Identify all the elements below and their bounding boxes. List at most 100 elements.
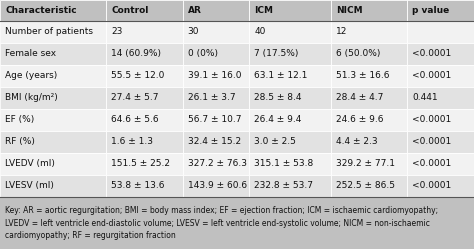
Bar bbox=[249, 87, 331, 109]
Bar bbox=[0, 109, 106, 131]
Text: Age (years): Age (years) bbox=[5, 71, 57, 80]
Bar bbox=[182, 109, 249, 131]
Bar bbox=[407, 109, 474, 131]
Bar bbox=[331, 0, 407, 21]
Bar bbox=[331, 131, 407, 153]
Text: 53.8 ± 13.6: 53.8 ± 13.6 bbox=[111, 182, 164, 190]
Text: 327.2 ± 76.3: 327.2 ± 76.3 bbox=[188, 159, 246, 169]
Text: <0.0001: <0.0001 bbox=[412, 137, 452, 146]
Text: RF (%): RF (%) bbox=[5, 137, 35, 146]
Text: 64.6 ± 5.6: 64.6 ± 5.6 bbox=[111, 115, 159, 124]
Text: <0.0001: <0.0001 bbox=[412, 182, 452, 190]
Bar bbox=[182, 131, 249, 153]
Bar bbox=[0, 0, 106, 21]
Text: 143.9 ± 60.6: 143.9 ± 60.6 bbox=[188, 182, 247, 190]
Text: <0.0001: <0.0001 bbox=[412, 71, 452, 80]
Bar bbox=[249, 131, 331, 153]
Bar bbox=[249, 0, 331, 21]
Text: 55.5 ± 12.0: 55.5 ± 12.0 bbox=[111, 71, 164, 80]
Bar bbox=[182, 153, 249, 175]
Text: 28.5 ± 8.4: 28.5 ± 8.4 bbox=[255, 93, 302, 102]
Text: 329.2 ± 77.1: 329.2 ± 77.1 bbox=[336, 159, 395, 169]
Text: 24.6 ± 9.6: 24.6 ± 9.6 bbox=[336, 115, 383, 124]
Text: 39.1 ± 16.0: 39.1 ± 16.0 bbox=[188, 71, 241, 80]
Text: EF (%): EF (%) bbox=[5, 115, 34, 124]
Bar bbox=[331, 87, 407, 109]
Text: Key: AR = aortic regurgitation; BMI = body mass index; EF = ejection fraction; I: Key: AR = aortic regurgitation; BMI = bo… bbox=[5, 206, 438, 240]
Bar bbox=[106, 153, 182, 175]
Text: p value: p value bbox=[412, 6, 450, 15]
Bar bbox=[182, 43, 249, 65]
Bar bbox=[407, 21, 474, 43]
Bar bbox=[106, 21, 182, 43]
Bar bbox=[407, 0, 474, 21]
Bar bbox=[106, 87, 182, 109]
Bar bbox=[182, 87, 249, 109]
Bar bbox=[106, 175, 182, 197]
Text: ICM: ICM bbox=[255, 6, 273, 15]
Bar bbox=[0, 43, 106, 65]
Bar bbox=[0, 65, 106, 87]
Text: 40: 40 bbox=[255, 27, 266, 36]
Text: 315.1 ± 53.8: 315.1 ± 53.8 bbox=[255, 159, 314, 169]
Bar bbox=[249, 21, 331, 43]
Bar bbox=[407, 65, 474, 87]
Text: 7 (17.5%): 7 (17.5%) bbox=[255, 49, 299, 58]
Text: Characteristic: Characteristic bbox=[5, 6, 77, 15]
Bar bbox=[0, 153, 106, 175]
Bar bbox=[106, 131, 182, 153]
Text: <0.0001: <0.0001 bbox=[412, 49, 452, 58]
Bar bbox=[407, 175, 474, 197]
Bar bbox=[182, 65, 249, 87]
Text: 23: 23 bbox=[111, 27, 123, 36]
Bar bbox=[106, 109, 182, 131]
Bar bbox=[182, 21, 249, 43]
Bar bbox=[331, 153, 407, 175]
Text: 26.1 ± 3.7: 26.1 ± 3.7 bbox=[188, 93, 235, 102]
Text: AR: AR bbox=[188, 6, 201, 15]
Bar bbox=[182, 0, 249, 21]
Text: LVEDV (ml): LVEDV (ml) bbox=[5, 159, 55, 169]
Text: BMI (kg/m²): BMI (kg/m²) bbox=[5, 93, 58, 102]
Text: 28.4 ± 4.7: 28.4 ± 4.7 bbox=[336, 93, 383, 102]
Bar bbox=[106, 65, 182, 87]
Bar bbox=[0, 87, 106, 109]
Text: 63.1 ± 12.1: 63.1 ± 12.1 bbox=[255, 71, 308, 80]
Text: 12: 12 bbox=[336, 27, 347, 36]
Text: <0.0001: <0.0001 bbox=[412, 159, 452, 169]
Bar bbox=[249, 153, 331, 175]
Text: 27.4 ± 5.7: 27.4 ± 5.7 bbox=[111, 93, 159, 102]
Bar bbox=[331, 65, 407, 87]
Text: 3.0 ± 2.5: 3.0 ± 2.5 bbox=[255, 137, 296, 146]
Bar bbox=[249, 43, 331, 65]
Text: 252.5 ± 86.5: 252.5 ± 86.5 bbox=[336, 182, 395, 190]
Bar bbox=[407, 43, 474, 65]
Bar bbox=[331, 21, 407, 43]
Bar bbox=[407, 153, 474, 175]
Bar bbox=[249, 175, 331, 197]
Text: 26.4 ± 9.4: 26.4 ± 9.4 bbox=[255, 115, 302, 124]
Text: 0.441: 0.441 bbox=[412, 93, 438, 102]
Text: 51.3 ± 16.6: 51.3 ± 16.6 bbox=[336, 71, 389, 80]
Text: 0 (0%): 0 (0%) bbox=[188, 49, 218, 58]
Text: LVESV (ml): LVESV (ml) bbox=[5, 182, 54, 190]
Bar bbox=[0, 21, 106, 43]
Text: NICM: NICM bbox=[336, 6, 363, 15]
Text: Number of patients: Number of patients bbox=[5, 27, 93, 36]
Text: 30: 30 bbox=[188, 27, 199, 36]
Bar bbox=[331, 109, 407, 131]
Text: 6 (50.0%): 6 (50.0%) bbox=[336, 49, 380, 58]
Bar bbox=[0, 175, 106, 197]
Bar bbox=[0, 197, 474, 249]
Bar bbox=[182, 175, 249, 197]
Bar bbox=[0, 131, 106, 153]
Text: Control: Control bbox=[111, 6, 148, 15]
Bar bbox=[331, 43, 407, 65]
Text: 4.4 ± 2.3: 4.4 ± 2.3 bbox=[336, 137, 377, 146]
Text: 14 (60.9%): 14 (60.9%) bbox=[111, 49, 161, 58]
Text: 56.7 ± 10.7: 56.7 ± 10.7 bbox=[188, 115, 241, 124]
Text: 151.5 ± 25.2: 151.5 ± 25.2 bbox=[111, 159, 170, 169]
Text: 1.6 ± 1.3: 1.6 ± 1.3 bbox=[111, 137, 153, 146]
Text: Female sex: Female sex bbox=[5, 49, 56, 58]
Text: <0.0001: <0.0001 bbox=[412, 115, 452, 124]
